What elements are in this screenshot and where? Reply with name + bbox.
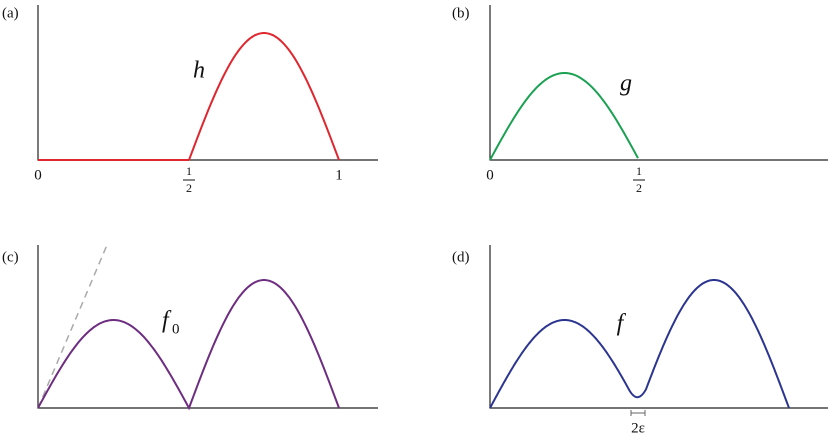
axes [37,245,378,409]
panel-b: (b) 0 1 2 g [452,5,828,195]
panel-a: (a) 0 1 2 1 h [2,5,378,195]
x-tick-numerator: 1 [636,164,642,178]
curve-f0 [37,279,340,411]
x-tick-label: 0 [34,167,42,183]
x-tick-denominator: 2 [186,181,192,195]
panel-label: (c) [2,249,19,265]
panel-d: (d) f 2ε [452,245,828,436]
panel-c: (c) f 0 [2,244,378,411]
axes [489,245,828,409]
panel-label: (d) [452,249,470,265]
width-bracket [630,410,646,416]
x-tick-denominator: 2 [636,181,642,195]
panel-label: (b) [452,5,470,21]
function-label: f [162,308,172,334]
curve-f [489,279,790,409]
annotation: 2ε [631,420,645,436]
x-tick-numerator: 1 [186,164,192,178]
panel-label: (a) [2,5,19,21]
function-label: h [193,58,205,84]
curve-h [188,32,340,161]
function-label: g [620,71,632,97]
axes [37,5,378,161]
function-label: f [617,311,627,337]
tangent-line [37,244,108,409]
x-tick-label: 1 [335,167,343,183]
curve-g [489,72,639,161]
function-subscript: 0 [172,321,180,337]
x-tick-label: 0 [486,167,494,183]
